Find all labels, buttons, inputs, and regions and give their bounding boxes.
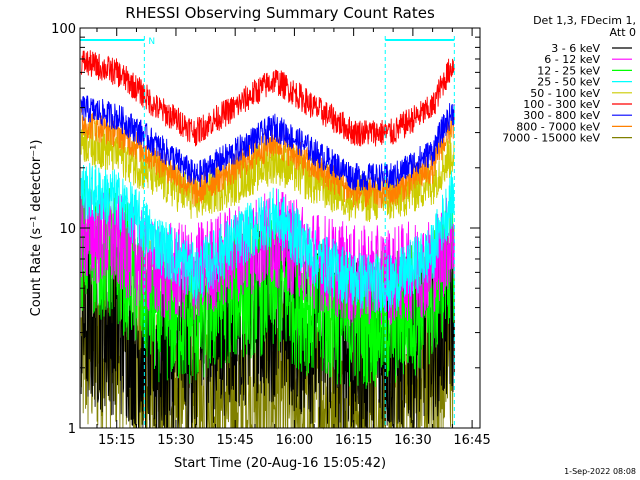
chart: RHESSI Observing Summary Count Rates N 1… xyxy=(0,0,640,480)
y-tick-label-1: 10 xyxy=(59,222,76,237)
x-tick-label-3: 16:00 xyxy=(276,433,313,448)
y-tick-label-0: 1 xyxy=(68,422,76,437)
legend-header-1: Att 0 xyxy=(610,26,636,39)
x-tick-label-0: 15:15 xyxy=(98,433,135,448)
x-tick-label-5: 16:30 xyxy=(394,433,431,448)
legend-label-8: 7000 - 15000 keV xyxy=(502,132,600,145)
x-tick-label-1: 15:30 xyxy=(157,433,194,448)
y-axis-label: Count Rate (s⁻¹ detector⁻¹) xyxy=(29,140,44,317)
x-tick-label-6: 16:45 xyxy=(453,433,490,448)
x-tick-label-4: 16:15 xyxy=(335,433,372,448)
chart-title: RHESSI Observing Summary Count Rates xyxy=(125,4,435,22)
time-bar-label-0: N xyxy=(148,37,155,47)
timestamp: 1-Sep-2022 08:08 xyxy=(564,467,636,476)
x-tick-label-2: 15:45 xyxy=(216,433,253,448)
x-axis-label: Start Time (20-Aug-16 15:05:42) xyxy=(174,456,386,471)
y-tick-label-2: 100 xyxy=(51,22,76,37)
